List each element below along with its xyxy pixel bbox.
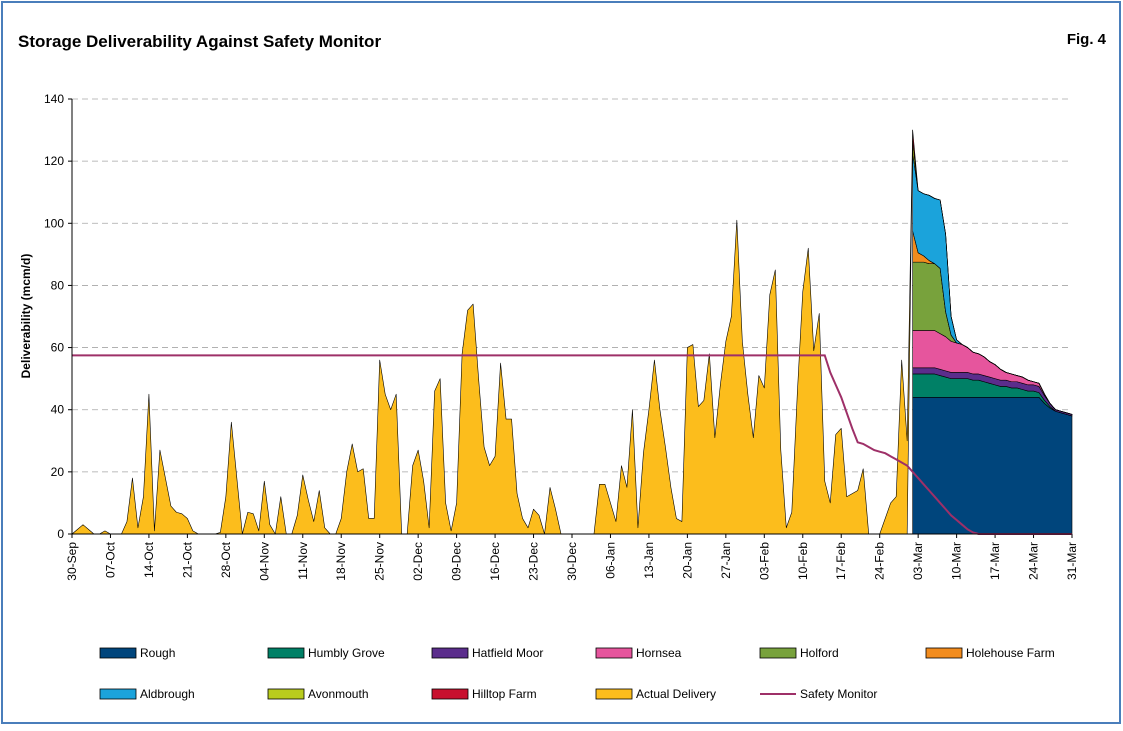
x-tick-label: 17-Feb	[834, 542, 848, 580]
x-tick-label: 16-Dec	[488, 542, 502, 581]
legend-label: Humbly Grove	[308, 646, 385, 660]
legend-label: Hornsea	[636, 646, 682, 660]
x-tick-label: 07-Oct	[103, 541, 117, 578]
x-tick-label: 30-Sep	[65, 542, 79, 581]
x-tick-label: 03-Mar	[911, 542, 925, 580]
x-tick-label: 10-Mar	[950, 542, 964, 580]
legend-label: Rough	[140, 646, 175, 660]
x-tick-label: 03-Feb	[757, 542, 771, 580]
legend-label: Hilltop Farm	[472, 687, 537, 701]
legend-swatch	[925, 647, 963, 659]
x-tick-label: 04-Nov	[257, 542, 271, 581]
legend-swatch	[267, 688, 305, 700]
x-tick-label: 11-Nov	[296, 542, 310, 580]
legend-swatch	[431, 688, 469, 700]
x-tick-label: 17-Mar	[988, 542, 1002, 580]
y-axis-label: Deliverability (mcm/d)	[19, 254, 33, 379]
y-tick-label: 140	[44, 92, 64, 106]
chart-title: Storage Deliverability Against Safety Mo…	[18, 32, 381, 51]
x-tick-label: 27-Jan	[719, 542, 733, 579]
x-tick-label: 20-Jan	[680, 542, 694, 579]
legend-swatch	[759, 647, 797, 659]
legend-label: Hatfield Moor	[472, 646, 543, 660]
y-tick-label: 20	[51, 465, 65, 479]
x-tick-label: 02-Dec	[411, 542, 425, 581]
x-tick-label: 06-Jan	[603, 542, 617, 579]
y-tick-label: 80	[51, 278, 65, 292]
x-tick-label: 24-Mar	[1027, 542, 1041, 580]
x-tick-label: 30-Dec	[565, 542, 579, 581]
legend-swatch	[431, 647, 469, 659]
x-tick-label: 14-Oct	[142, 541, 156, 578]
legend-label: Aldbrough	[140, 687, 195, 701]
x-tick-label: 31-Mar	[1065, 542, 1079, 580]
x-tick-label: 21-Oct	[180, 541, 194, 578]
legend-label: Holford	[800, 646, 839, 660]
legend-swatch	[99, 647, 137, 659]
legend-swatch	[267, 647, 305, 659]
y-tick-label: 60	[51, 341, 65, 355]
legend-swatch	[595, 647, 633, 659]
x-tick-label: 10-Feb	[796, 542, 810, 580]
legend-label: Safety Monitor	[800, 687, 877, 701]
x-tick-label: 24-Feb	[873, 542, 887, 580]
legend-label: Avonmouth	[308, 687, 369, 701]
x-tick-label: 25-Nov	[373, 542, 387, 581]
x-tick-label: 13-Jan	[642, 542, 656, 579]
figure-label: Fig. 4	[1067, 31, 1107, 48]
x-tick-label: 28-Oct	[219, 541, 233, 578]
x-tick-label: 18-Nov	[334, 542, 348, 581]
y-tick-label: 0	[57, 527, 64, 541]
area	[912, 129, 1073, 415]
legend-label: Actual Delivery	[636, 687, 716, 701]
y-tick-label: 120	[44, 154, 64, 168]
y-tick-label: 40	[51, 403, 65, 417]
x-tick-label: 09-Dec	[450, 542, 464, 581]
area	[912, 396, 1073, 535]
x-tick-label: 23-Dec	[527, 542, 541, 581]
legend-swatch	[99, 688, 137, 700]
line	[72, 354, 1072, 535]
y-tick-label: 100	[44, 216, 64, 230]
legend-label: Holehouse Farm	[966, 646, 1055, 660]
legend-swatch	[595, 688, 633, 700]
